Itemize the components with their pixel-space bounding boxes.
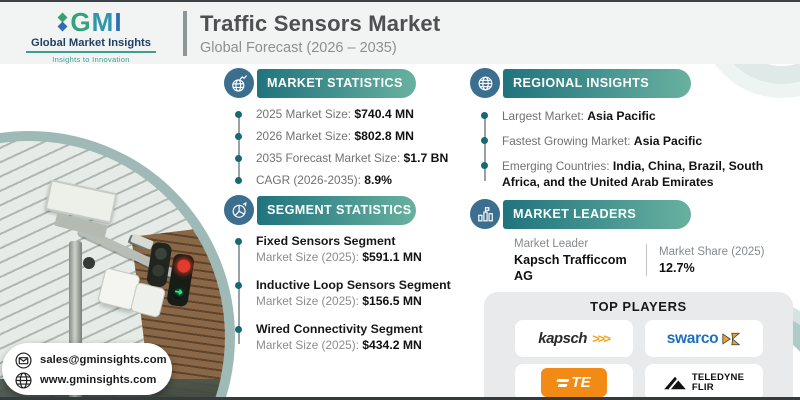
- segment-name: Fixed Sensors Segment: [256, 234, 396, 248]
- segment-statistics-header: SEGMENT STATISTICS: [224, 195, 416, 225]
- section-title: REGIONAL INSIGHTS: [503, 68, 691, 98]
- page-subtitle: Global Forecast (2026 – 2035): [200, 40, 397, 56]
- stat-value: $1.7 BN: [403, 151, 449, 165]
- stat-value: $740.4 MN: [354, 107, 414, 121]
- stat-item: 2025 Market Size: $740.4 MN: [234, 107, 462, 121]
- logo-letter-g: G: [70, 7, 92, 37]
- regional-label: Emerging Countries:: [502, 159, 610, 173]
- teledyne-wordmark: TELEDYNE FLIR: [691, 371, 745, 393]
- player-logo-teledyne-flir: TELEDYNE FLIR: [644, 364, 763, 397]
- page-title: Traffic Sensors Market: [200, 11, 441, 36]
- market-leaders-header: MARKET LEADERS: [470, 199, 691, 229]
- top-players-grid: kapsch >>> swarco TE TELEDYNE FLIR: [484, 320, 793, 397]
- contact-website: www.gminsights.com: [40, 374, 157, 386]
- market-share-label: Market Share (2025): [659, 246, 765, 258]
- section-title: SEGMENT STATISTICS: [257, 195, 416, 225]
- stat-value: 8.9%: [364, 173, 392, 187]
- gmi-logo: GMI Global Market Insights Insights to I…: [26, 7, 156, 64]
- teledyne-bird-icon: [663, 374, 687, 392]
- logo-letter-m: M: [91, 7, 115, 37]
- segment-value: $434.2 MN: [362, 338, 422, 352]
- regional-insights-list: Largest Market: Asia Pacific Fastest Gro…: [480, 108, 795, 190]
- logo-letters: GMI: [70, 8, 122, 36]
- market-leader-block: Market Leader Kapsch Trafficcom AG: [514, 236, 646, 284]
- contact-email: sales@gminsights.com: [40, 354, 167, 366]
- section-title: MARKET LEADERS: [503, 199, 691, 229]
- regional-insights-header: REGIONAL INSIGHTS: [470, 68, 691, 98]
- photo-dome-camera: [83, 257, 95, 269]
- segment-statistics-list: Fixed Sensors Segment Market Size (2025)…: [234, 234, 462, 353]
- column-statistics: MARKET STATISTICS 2025 Market Size: $740…: [224, 68, 462, 366]
- market-statistics-list: 2025 Market Size: $740.4 MN 2026 Market …: [234, 107, 462, 187]
- regional-value: Asia Pacific: [587, 109, 656, 123]
- brand-name: Global Market Insights: [26, 37, 156, 53]
- divider: [646, 244, 647, 276]
- te-badge: TE: [540, 368, 607, 397]
- globe-icon: [470, 68, 500, 98]
- market-leader-row: Market Leader Kapsch Trafficcom AG Marke…: [514, 236, 795, 284]
- kapsch-arrows-icon: >>>: [591, 331, 611, 346]
- regional-label: Fastest Growing Market:: [502, 134, 631, 148]
- gmi-logo-mark: GMI: [26, 7, 156, 37]
- stat-label: 2025 Market Size:: [256, 107, 352, 121]
- segment-item: Inductive Loop Sensors Segment Market Si…: [234, 278, 462, 309]
- title-block: Traffic Sensors Market Global Forecast (…: [183, 11, 440, 56]
- segment-name: Inductive Loop Sensors Segment: [256, 278, 451, 292]
- regional-item: Fastest Growing Market: Asia Pacific: [480, 133, 795, 149]
- regional-item: Emerging Countries: India, China, Brazil…: [480, 158, 795, 190]
- swarco-arrow-icon: [722, 331, 741, 347]
- regional-value: Asia Pacific: [633, 134, 703, 148]
- stat-item: 2035 Forecast Market Size: $1.7 BN: [234, 151, 462, 165]
- segment-name: Wired Connectivity Segment: [256, 322, 423, 336]
- contact-website-row[interactable]: www.gminsights.com: [15, 371, 172, 389]
- envelope-icon: [15, 351, 32, 369]
- stat-item: 2026 Market Size: $802.8 MN: [234, 129, 462, 143]
- podium-icon: [470, 199, 500, 229]
- segment-value: $591.1 MN: [362, 250, 422, 264]
- contact-email-row[interactable]: sales@gminsights.com: [15, 351, 172, 369]
- section-title: MARKET STATISTICS: [257, 68, 416, 98]
- header: GMI Global Market Insights Insights to I…: [0, 2, 800, 64]
- stat-label: CAGR (2026-2035):: [256, 173, 361, 187]
- stat-value: $802.8 MN: [354, 129, 414, 143]
- stat-item: CAGR (2026-2035): 8.9%: [234, 173, 462, 187]
- kapsch-wordmark: kapsch: [538, 330, 587, 347]
- globe-icon: [15, 371, 32, 389]
- top-players-box: TOP PLAYERS kapsch >>> swarco TE: [484, 292, 793, 397]
- player-logo-kapsch: kapsch >>>: [514, 320, 633, 357]
- market-statistics-header: MARKET STATISTICS: [224, 68, 416, 98]
- segment-value: $156.5 MN: [362, 294, 422, 308]
- column-insights: REGIONAL INSIGHTS Largest Market: Asia P…: [470, 68, 795, 397]
- segment-label: Market Size (2025):: [256, 250, 359, 264]
- logo-diamond-icon: [57, 12, 68, 32]
- swarco-wordmark: swarco: [666, 329, 719, 347]
- regional-label: Largest Market:: [502, 109, 584, 123]
- globe-chart-icon: [224, 68, 254, 98]
- player-logo-te: TE: [514, 364, 633, 397]
- segment-item: Wired Connectivity Segment Market Size (…: [234, 322, 462, 353]
- market-share-value: 12.7%: [659, 261, 695, 275]
- te-bars-icon: [555, 378, 570, 387]
- pie-chart-icon: [224, 195, 254, 225]
- segment-item: Fixed Sensors Segment Market Size (2025)…: [234, 234, 462, 265]
- photo-traffic-light: ➜: [142, 241, 204, 318]
- market-leader-value: Kapsch Trafficcom AG: [514, 253, 627, 283]
- market-share-block: Market Share (2025) 12.7%: [659, 244, 764, 276]
- contact-card: sales@gminsights.com www.gminsights.com: [2, 343, 172, 395]
- logo-letter-i: I: [114, 7, 123, 37]
- stat-label: 2035 Forecast Market Size:: [256, 151, 401, 165]
- player-logo-swarco: swarco: [644, 320, 763, 357]
- te-wordmark: TE: [571, 374, 591, 391]
- regional-item: Largest Market: Asia Pacific: [480, 108, 795, 124]
- stat-label: 2026 Market Size:: [256, 129, 352, 143]
- top-players-title: TOP PLAYERS: [590, 299, 687, 314]
- segment-label: Market Size (2025):: [256, 338, 359, 352]
- segment-label: Market Size (2025):: [256, 294, 359, 308]
- market-leader-label: Market Leader: [514, 238, 589, 250]
- brand-tagline: Insights to Innovation: [52, 55, 130, 64]
- regional-value: India, China, Brazil, South Africa, and …: [502, 159, 764, 189]
